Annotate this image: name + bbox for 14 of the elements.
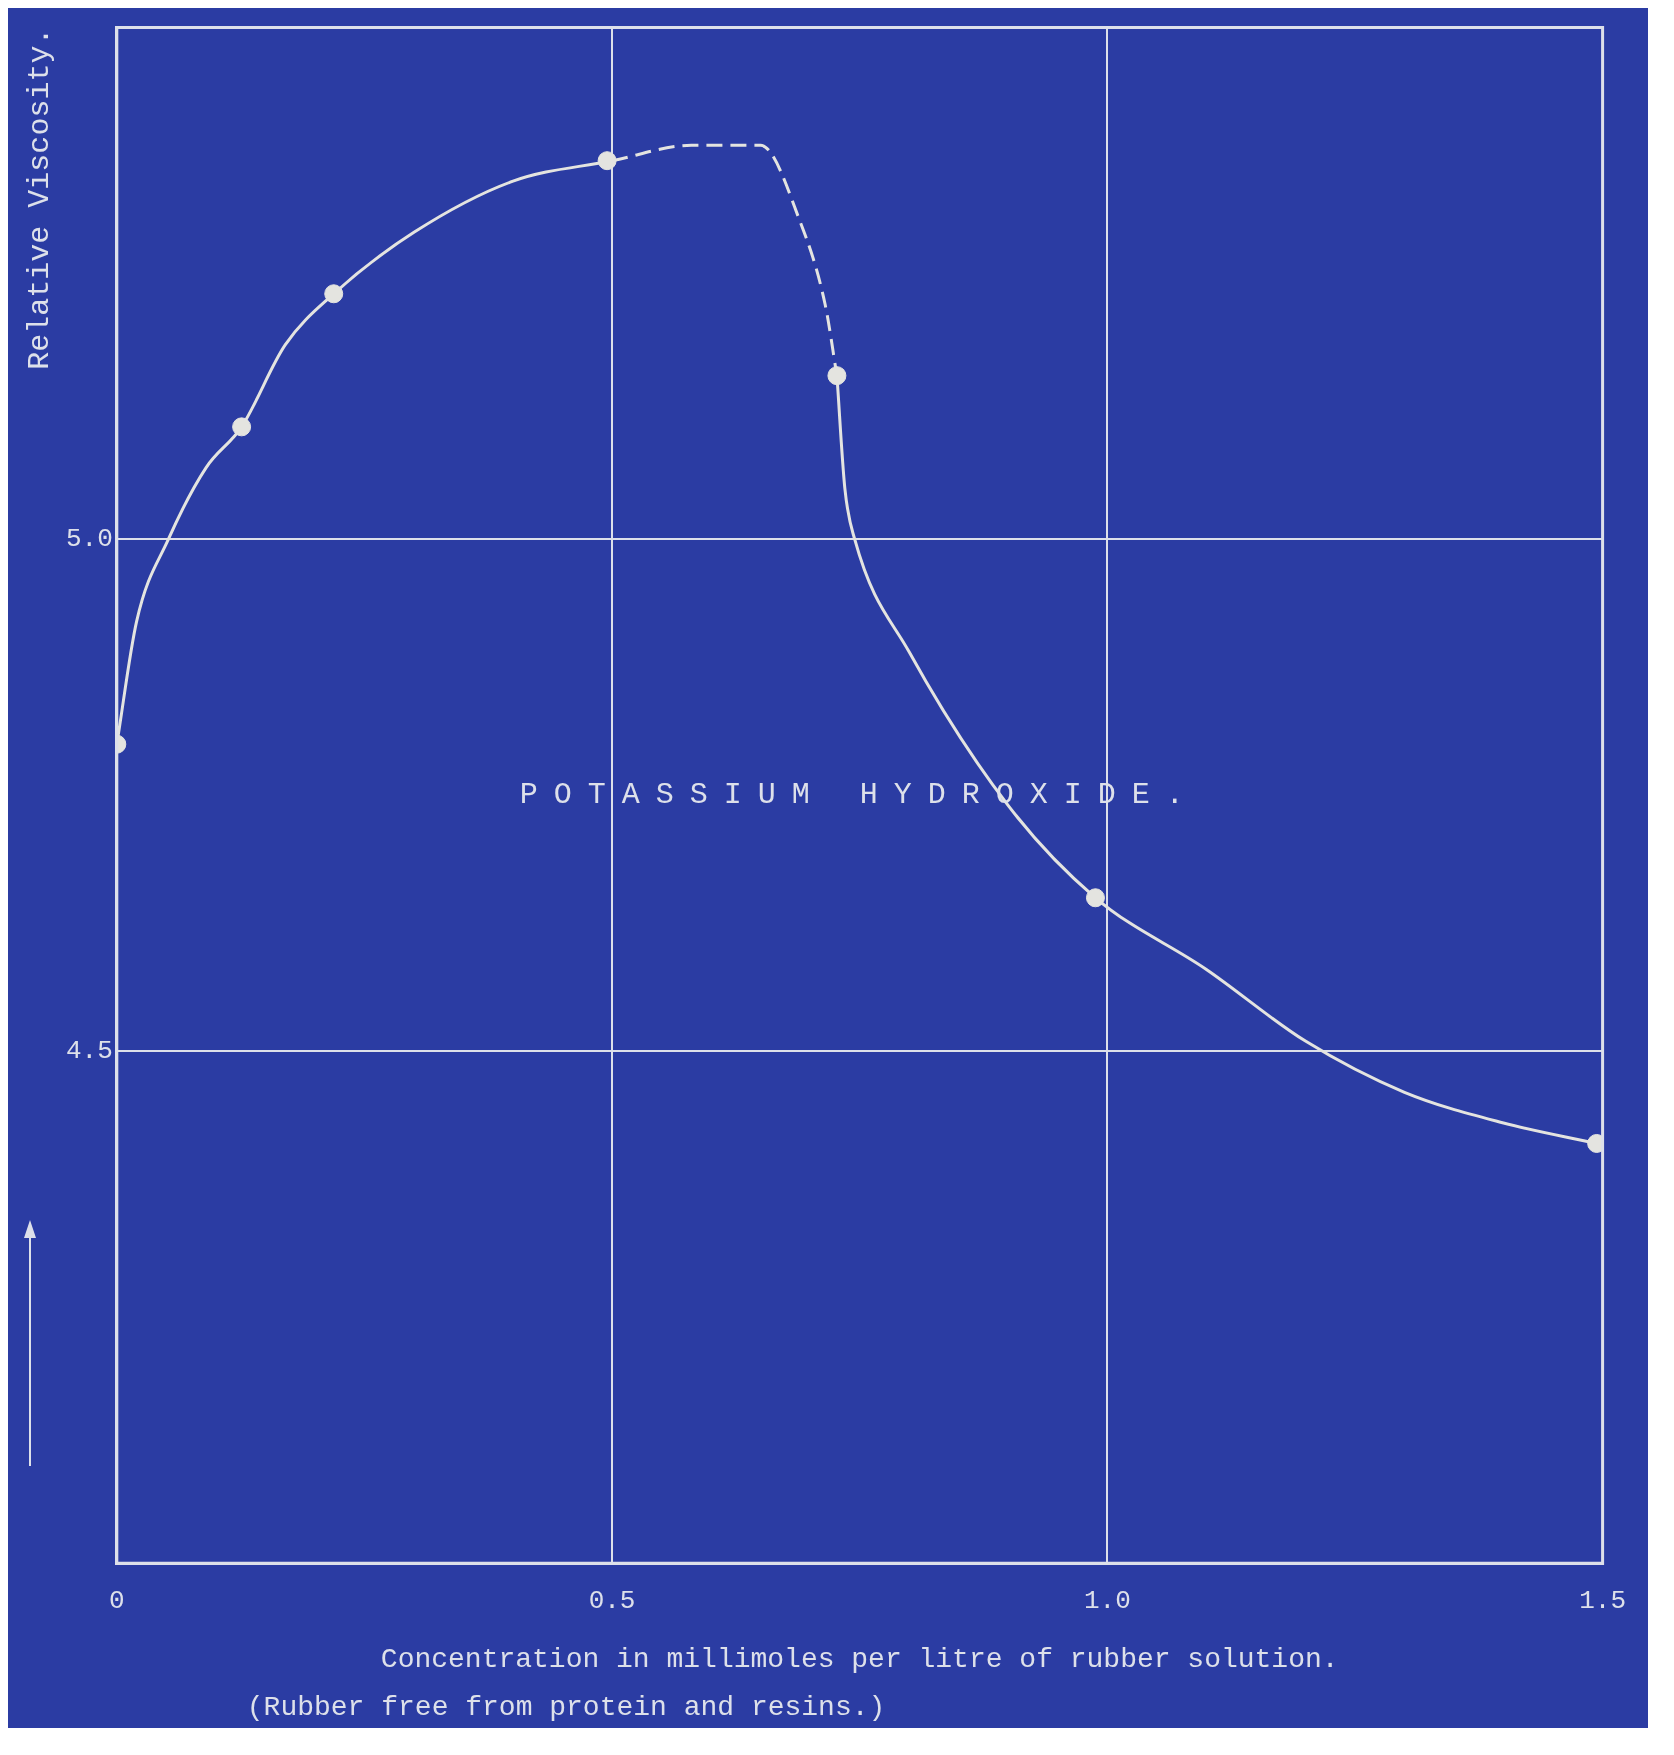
x-tick-label: 0.5 [588,1585,636,1616]
point [1085,888,1105,908]
x-tick-label: 0 [109,1585,125,1616]
point [324,284,344,304]
text: (Rubber free from protein and resins.) [246,1692,886,1724]
x-axis-title: Concentration in millimoles per litre of rubber solution. [380,1643,1339,1675]
point [232,417,252,437]
y-axis-title: Relative Viscosity. [22,27,57,370]
y-tick-label: 4.5 [66,1036,113,1067]
x-tick-label: 1.5 [1579,1585,1626,1616]
point [597,151,617,171]
y-tick-label: 5.0 [66,524,113,555]
x-tick-label: 1.0 [1083,1585,1131,1616]
point [827,366,847,386]
